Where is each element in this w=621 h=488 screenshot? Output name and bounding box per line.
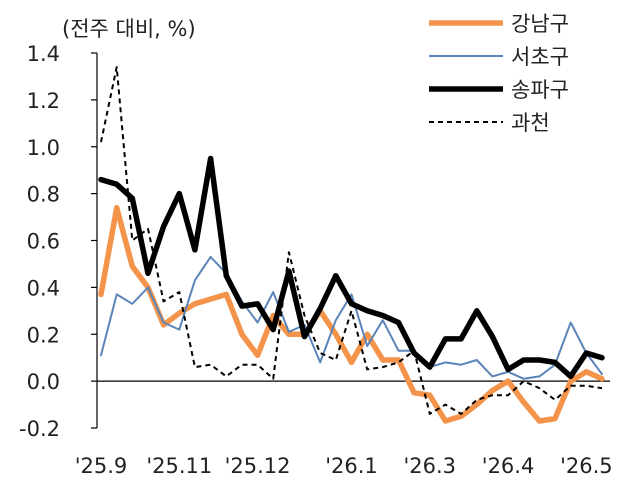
legend-label: 과천 <box>511 111 550 135</box>
x-tick-label: '26.5 <box>560 454 613 478</box>
legend-label: 송파구 <box>511 78 569 102</box>
y-tick-label: 0.6 <box>27 230 60 254</box>
series-line-1 <box>98 204 605 424</box>
y-tick-label: 0.0 <box>27 370 60 394</box>
legend-label: 강남구 <box>511 12 569 36</box>
x-tick-label: '26.1 <box>325 454 378 478</box>
x-tick-label: '26.3 <box>404 454 457 478</box>
y-tick-label: 1.2 <box>27 89 60 113</box>
y-tick-label: -0.2 <box>19 417 60 441</box>
x-tick-label: '25.11 <box>146 454 212 478</box>
x-tick-label: '25.12 <box>225 454 291 478</box>
series-line-3 <box>98 155 605 380</box>
unit-label: (전주 대비, %) <box>62 17 196 41</box>
y-tick-label: 0.4 <box>27 276 60 300</box>
x-tick-label: '25.9 <box>75 454 128 478</box>
y-tick-group: -0.2 0.0 0.2 0.4 0.6 0.8 1.0 1.2 1.4 <box>19 42 97 441</box>
y-tick-label: 0.8 <box>27 183 60 207</box>
y-tick-label: 0.2 <box>27 323 60 347</box>
x-tick-label: '26.4 <box>482 454 535 478</box>
x-tick-group: '25.9 '25.11 '25.12 '26.1 '26.3 '26.4 '26.5 <box>75 454 613 478</box>
series-group <box>98 66 605 424</box>
y-tick-label: 1.0 <box>27 136 60 160</box>
series-line-4 <box>100 66 603 415</box>
y-tick-label: 1.4 <box>27 42 60 66</box>
legend-label: 서초구 <box>511 45 569 69</box>
series-line-2 <box>100 255 603 380</box>
